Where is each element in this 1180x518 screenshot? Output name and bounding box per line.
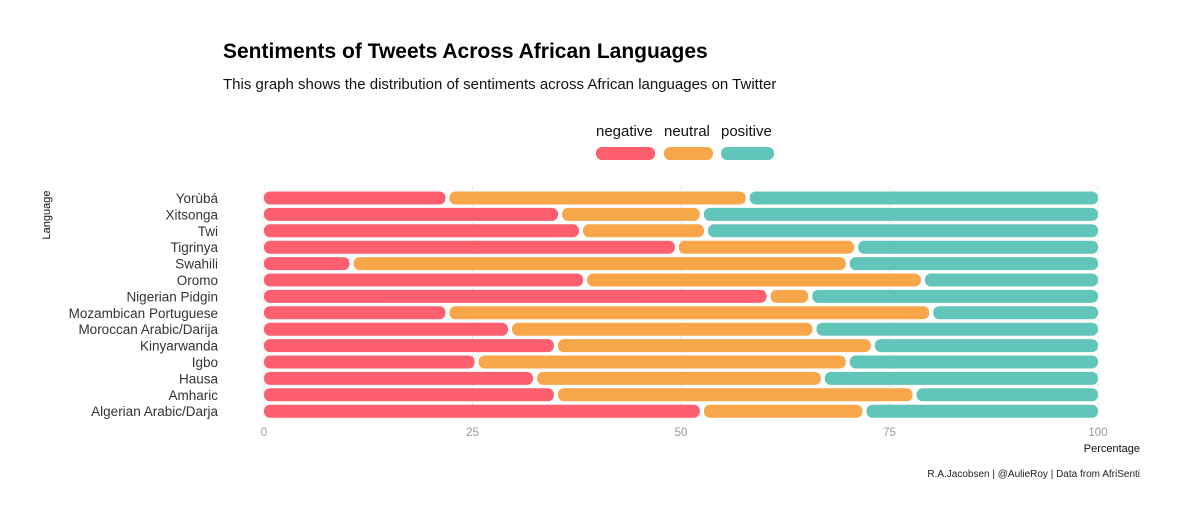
bar-neutral <box>353 257 846 271</box>
bar-neutral <box>703 404 863 418</box>
y-axis-title: Language <box>41 191 53 240</box>
y-tick-label: Nigerian Pidgin <box>126 289 218 304</box>
bar-positive <box>858 240 1098 254</box>
y-tick-label: Igbo <box>192 355 218 370</box>
bar-neutral <box>587 273 921 287</box>
bar-neutral <box>557 339 871 353</box>
bar-negative <box>264 388 554 402</box>
bar-neutral <box>562 207 700 221</box>
bar-neutral <box>449 306 930 320</box>
bar-neutral <box>678 240 855 254</box>
bar-negative <box>264 306 446 320</box>
y-tick-label: Mozambican Portuguese <box>69 306 218 321</box>
legend-label-negative: negative <box>596 123 653 140</box>
bars <box>264 191 1098 418</box>
bar-positive <box>816 322 1098 336</box>
bar-neutral <box>512 322 813 336</box>
y-tick-label: Swahili <box>175 257 218 272</box>
legend-label-neutral: neutral <box>664 123 710 140</box>
bar-positive <box>749 191 1098 205</box>
bar-negative <box>264 207 559 221</box>
bar-positive <box>874 339 1098 353</box>
bar-positive <box>703 207 1098 221</box>
y-tick-label: Hausa <box>179 371 219 386</box>
bar-negative <box>264 355 475 369</box>
bar-positive <box>866 404 1098 418</box>
bar-neutral <box>770 289 809 303</box>
legend-key-negative <box>596 147 655 160</box>
bar-negative <box>264 191 446 205</box>
bar-positive <box>708 224 1098 238</box>
y-tick-label: Moroccan Arabic/Darija <box>78 322 218 337</box>
bar-negative <box>264 273 584 287</box>
x-axis-title: Percentage <box>1084 443 1140 455</box>
bar-positive <box>916 388 1098 402</box>
bar-neutral <box>478 355 846 369</box>
x-tick-label: 25 <box>466 427 479 439</box>
y-tick-label: Kinyarwanda <box>140 339 219 354</box>
y-tick-label: Oromo <box>177 273 218 288</box>
bar-neutral <box>557 388 913 402</box>
y-tick-label: Amharic <box>168 388 218 403</box>
bar-negative <box>264 224 579 238</box>
bar-positive <box>812 289 1098 303</box>
legend-label-positive: positive <box>721 123 772 140</box>
bar-neutral <box>582 224 705 238</box>
bar-positive <box>824 371 1098 385</box>
y-tick-label: Yorùbá <box>176 191 219 206</box>
bar-negative <box>264 339 554 353</box>
bar-negative <box>264 289 767 303</box>
x-tick-label: 75 <box>883 427 896 439</box>
bar-positive <box>933 306 1098 320</box>
bar-neutral <box>537 371 821 385</box>
bar-neutral <box>449 191 746 205</box>
x-tick-labels: 0 25 50 75 100 <box>261 427 1108 439</box>
chart-title: Sentiments of Tweets Across African Lang… <box>223 40 708 63</box>
legend-key-neutral <box>664 147 713 160</box>
bar-negative <box>264 322 509 336</box>
bar-negative <box>264 404 700 418</box>
x-tick-label: 100 <box>1088 427 1107 439</box>
bar-negative <box>264 371 534 385</box>
y-tick-label: Xitsonga <box>165 207 218 222</box>
bar-negative <box>264 257 350 271</box>
y-tick-label: Tigrinya <box>170 240 218 255</box>
bar-positive <box>924 273 1098 287</box>
bar-positive <box>849 257 1098 271</box>
legend: negative neutral positive <box>596 123 774 160</box>
legend-key-positive <box>721 147 774 160</box>
x-tick-label: 0 <box>261 427 267 439</box>
y-tick-label: Algerian Arabic/Darja <box>91 404 218 419</box>
x-tick-label: 50 <box>675 427 688 439</box>
caption: R.A.Jacobsen | @AulieRoy | Data from Afr… <box>927 469 1140 480</box>
y-tick-label: Twi <box>198 224 218 239</box>
chart-subtitle: This graph shows the distribution of sen… <box>223 76 776 93</box>
bar-positive <box>849 355 1098 369</box>
bar-negative <box>264 240 675 254</box>
